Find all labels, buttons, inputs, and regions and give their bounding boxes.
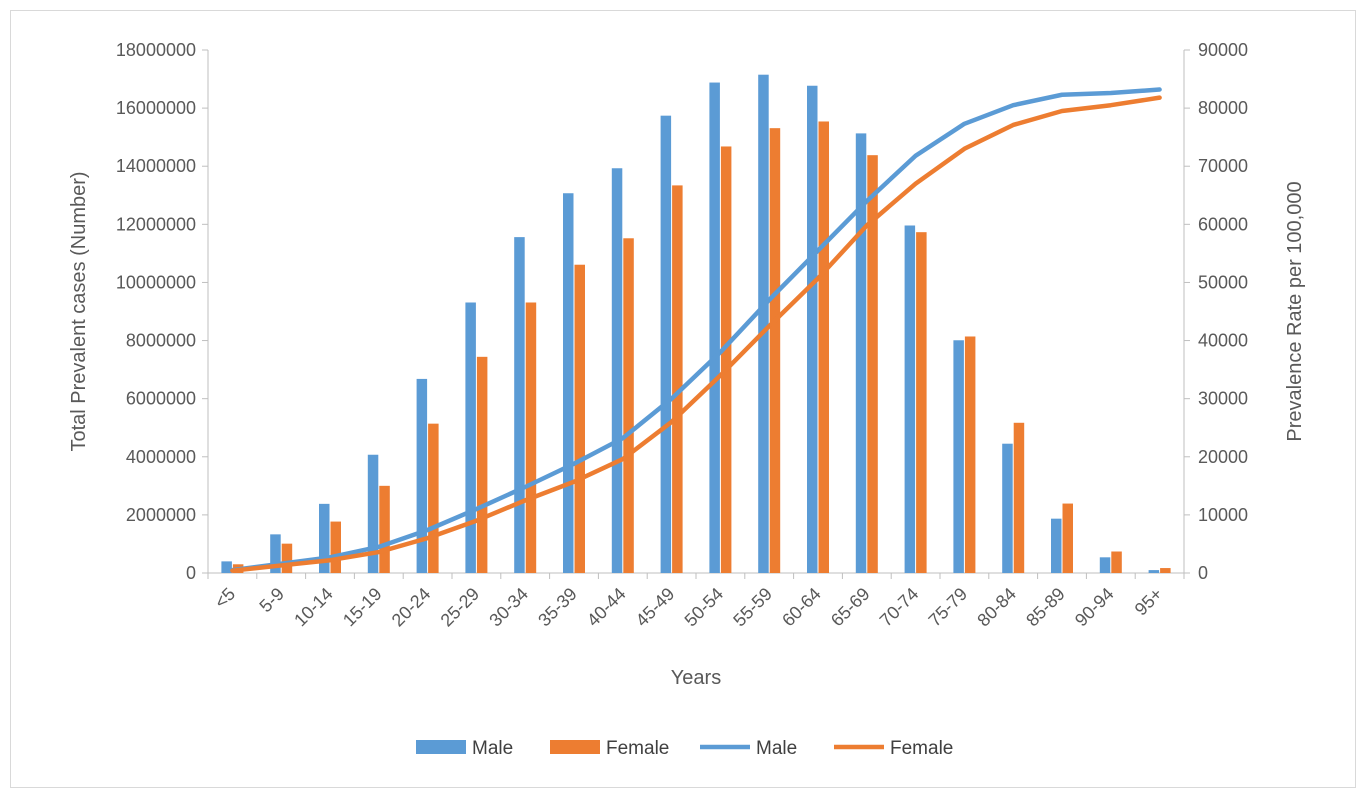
line-female	[230, 95, 1162, 573]
bar-female	[379, 485, 390, 573]
x-tick-label: 55-59	[729, 584, 776, 631]
x-tick-label: 35-39	[534, 584, 581, 631]
y-tick-label: 0	[186, 563, 196, 583]
bar-male	[611, 168, 623, 573]
y2-tick-label: 70000	[1198, 156, 1248, 176]
bar-male	[953, 340, 964, 573]
lines	[230, 87, 1162, 573]
bar-female	[964, 336, 976, 573]
y-axis-title: Total Prevalent cases (Number)	[68, 171, 90, 451]
bar-female	[574, 264, 585, 573]
bar-male	[270, 534, 281, 573]
bar-female	[867, 155, 878, 574]
bar-male	[514, 237, 525, 573]
x-tick-label: 10-14	[290, 584, 337, 631]
line-male	[230, 87, 1162, 573]
bar-female	[281, 543, 293, 573]
bar-male	[758, 74, 769, 574]
bar-male	[1002, 443, 1013, 573]
bar-female	[1111, 551, 1122, 573]
axes	[202, 49, 1190, 579]
x-tick-label: 45-49	[632, 584, 679, 631]
y-tick-label: 14000000	[116, 156, 196, 176]
x-tick-label: 25-29	[437, 584, 484, 631]
x-tick-label: <5	[211, 584, 240, 613]
x-tick-label: 65-69	[827, 584, 874, 631]
y2-tick-label: 10000	[1198, 505, 1248, 525]
bar-male	[1099, 557, 1111, 573]
x-tick-label: 50-54	[681, 584, 728, 631]
y2-tick-label: 40000	[1198, 331, 1248, 351]
legend-label-male: Male	[472, 738, 513, 759]
y-tick-label: 2000000	[126, 505, 196, 525]
bar-female	[1160, 568, 1171, 573]
x-axis-title: Years	[671, 667, 721, 689]
bar-female	[1062, 503, 1073, 573]
bar-female	[476, 356, 488, 573]
y2-tick-label: 50000	[1198, 272, 1248, 292]
x-tick-label: 40-44	[583, 584, 630, 631]
x-tick-label: 95+	[1131, 584, 1167, 620]
bar-male	[904, 225, 916, 574]
bar-female	[525, 302, 537, 573]
bars	[221, 74, 1171, 574]
y-tick-label: 10000000	[116, 272, 196, 292]
y-tick-label: 6000000	[126, 389, 196, 409]
x-tick-label: 85-89	[1022, 584, 1069, 631]
bar-male	[465, 302, 476, 573]
bar-female	[672, 185, 683, 573]
y-tick-label: 18000000	[116, 40, 196, 60]
bar-male	[416, 378, 428, 573]
bar-male	[855, 133, 867, 573]
bar-female	[769, 128, 781, 574]
x-tick-label: 80-84	[973, 584, 1020, 631]
y2-tick-label: 80000	[1198, 98, 1248, 118]
bar-male	[807, 85, 818, 573]
legend-swatch-bar-male	[416, 740, 466, 754]
bar-male	[563, 193, 574, 573]
bar-female	[818, 121, 829, 573]
x-tick-label: 30-34	[485, 584, 532, 631]
y2-axis-title: Prevalence Rate per 100,000	[1284, 181, 1306, 441]
bar-female	[720, 146, 732, 573]
bar-female	[916, 232, 927, 573]
y-tick-label: 4000000	[126, 447, 196, 467]
bar-female	[623, 238, 634, 573]
x-tick-label: 20-24	[388, 584, 435, 631]
legend-swatch-bar-female	[550, 740, 600, 754]
legend-label-male: Male	[756, 738, 797, 759]
x-tick-label: 70-74	[876, 584, 923, 631]
y2-tick-label: 90000	[1198, 40, 1248, 60]
x-tick-label: 90-94	[1071, 584, 1118, 631]
y2-tick-label: 30000	[1198, 389, 1248, 409]
chart-frame	[10, 10, 1356, 788]
y-tick-label: 12000000	[116, 214, 196, 234]
x-tick-label: 15-19	[339, 584, 386, 631]
bar-female	[1013, 422, 1025, 573]
legend-label-female: Female	[890, 738, 953, 759]
bar-male	[660, 115, 672, 573]
bar-male	[1148, 570, 1160, 573]
x-tick-label: 5-9	[255, 584, 288, 617]
y2-tick-label: 0	[1198, 563, 1208, 583]
x-tick-label: 75-79	[925, 584, 972, 631]
bar-female	[330, 521, 341, 573]
bar-male	[709, 82, 720, 573]
y-tick-label: 16000000	[116, 98, 196, 118]
y2-tick-label: 60000	[1198, 214, 1248, 234]
bar-female	[428, 423, 439, 573]
bar-male	[221, 561, 232, 573]
legend: Male Female Male Female	[416, 738, 953, 759]
x-tick-label: 60-64	[778, 584, 825, 631]
bar-male	[319, 503, 330, 573]
bar-male	[1051, 518, 1062, 573]
legend-label-female: Female	[606, 738, 669, 759]
y-tick-label: 8000000	[126, 331, 196, 351]
y2-tick-label: 20000	[1198, 447, 1248, 467]
bar-male	[367, 454, 379, 573]
